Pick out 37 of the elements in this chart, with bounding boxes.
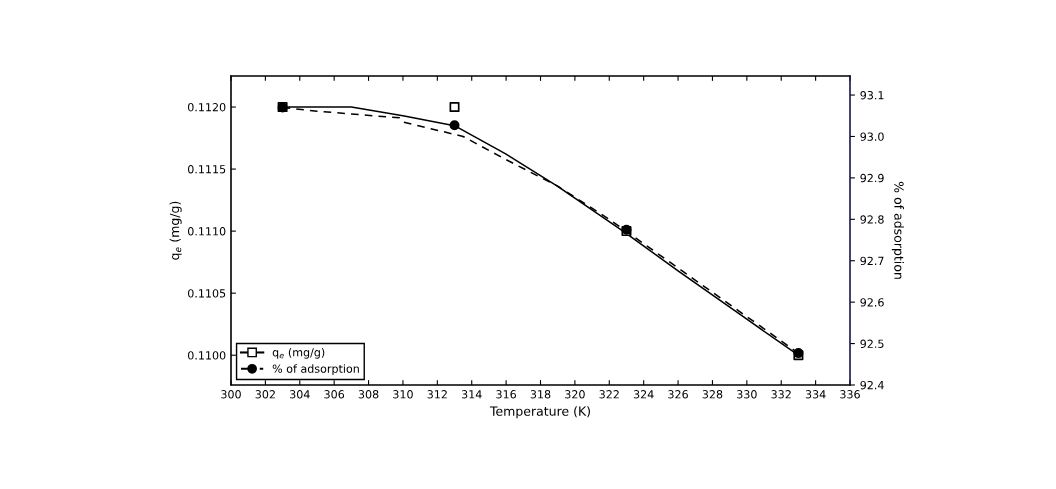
y-axis-title: q$_{e}$ (mg/g): [169, 201, 182, 260]
y-tick-label: 0.1110: [187, 227, 226, 236]
y2-tick-label: 92.9: [860, 173, 884, 183]
x-tick-label: 332: [771, 390, 791, 399]
y2-tick-label: 92.8: [860, 215, 884, 224]
y-tick-label: 0.1120: [187, 103, 226, 112]
y2-tick-label: 92.7: [860, 256, 884, 266]
y-tick-label: 0.1100: [187, 351, 226, 360]
x-tick-label: 316: [496, 390, 517, 399]
x-tick-label: 310: [393, 390, 413, 399]
y-tick-label: 0.1115: [187, 165, 226, 174]
x-axis-title: Temperature (K): [489, 406, 590, 419]
x-tick-label: 302: [255, 390, 275, 399]
x-tick-label: 308: [358, 390, 379, 399]
y2-tick-label: 92.6: [860, 298, 884, 307]
x-tick-label: 312: [427, 390, 447, 399]
x-tick-label: 304: [290, 390, 310, 399]
y2-tick-label: 92.5: [860, 339, 884, 348]
x-tick-label: 322: [599, 390, 619, 399]
y-tick-label: 0.1105: [187, 289, 226, 298]
x-tick-label: 330: [737, 390, 757, 399]
x-tick-label: 324: [633, 390, 654, 399]
x-tick-label: 336: [840, 390, 860, 399]
x-tick-label: 300: [221, 390, 241, 399]
x-tick-label: 334: [805, 390, 826, 399]
legend-label: % of adsorption: [272, 364, 359, 375]
y2-tick-label: 93.0: [860, 132, 884, 141]
y2-tick-label: 93.1: [860, 91, 884, 100]
y2-axis-title: % of adsorption: [891, 181, 904, 279]
x-tick-label: 328: [702, 390, 723, 399]
x-tick-label: 314: [461, 390, 482, 399]
x-tick-label: 306: [324, 390, 345, 399]
y2-tick-label: 92.4: [860, 380, 884, 390]
x-tick-label: 320: [565, 390, 585, 399]
x-tick-label: 318: [530, 390, 551, 399]
x-tick-label: 326: [668, 390, 688, 399]
legend-label: q$_{e}$ (mg/g): [272, 347, 325, 359]
